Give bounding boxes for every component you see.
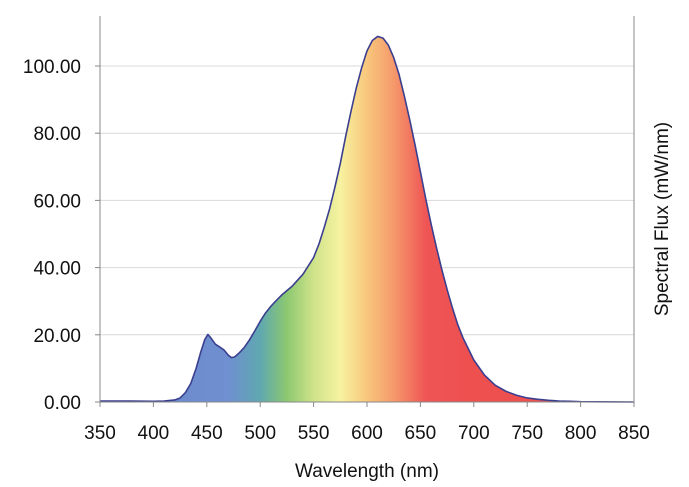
- y-tick-label-20: 20.00: [33, 326, 81, 347]
- y-tick-label-100: 100.00: [23, 57, 81, 78]
- y-tick-label-0: 0.00: [44, 393, 81, 414]
- x-tick-labels: 350 400 450 500 550 600 650 700 750 800 850: [84, 423, 650, 444]
- x-tick-label-750: 750: [511, 423, 543, 444]
- spectrum-series-line: [100, 35, 635, 403]
- axes: [95, 16, 635, 407]
- x-axis-title: Wavelength (nm): [295, 461, 439, 482]
- x-tick-label-500: 500: [244, 423, 276, 444]
- spectrum-area-fill: [100, 36, 634, 403]
- y-tick-label-40: 40.00: [33, 259, 81, 280]
- y-tick-label-80: 80.00: [33, 124, 81, 145]
- x-tick-label-600: 600: [351, 423, 383, 444]
- x-tick-label-700: 700: [458, 423, 490, 444]
- x-tick-label-800: 800: [565, 423, 597, 444]
- x-tick-label-550: 550: [298, 423, 330, 444]
- x-tick-label-850: 850: [618, 423, 650, 444]
- x-tick-label-650: 650: [405, 423, 437, 444]
- x-tick-label-350: 350: [84, 423, 116, 444]
- y-tick-labels: 0.00 20.00 40.00 60.00 80.00 100.00: [23, 57, 81, 414]
- y-axis-title: Spectral Flux (mW/nm): [652, 122, 673, 316]
- x-tick-label-400: 400: [138, 423, 170, 444]
- x-tick-label-450: 450: [191, 423, 223, 444]
- plot-area: [100, 35, 635, 403]
- y-tick-label-60: 60.00: [33, 191, 81, 212]
